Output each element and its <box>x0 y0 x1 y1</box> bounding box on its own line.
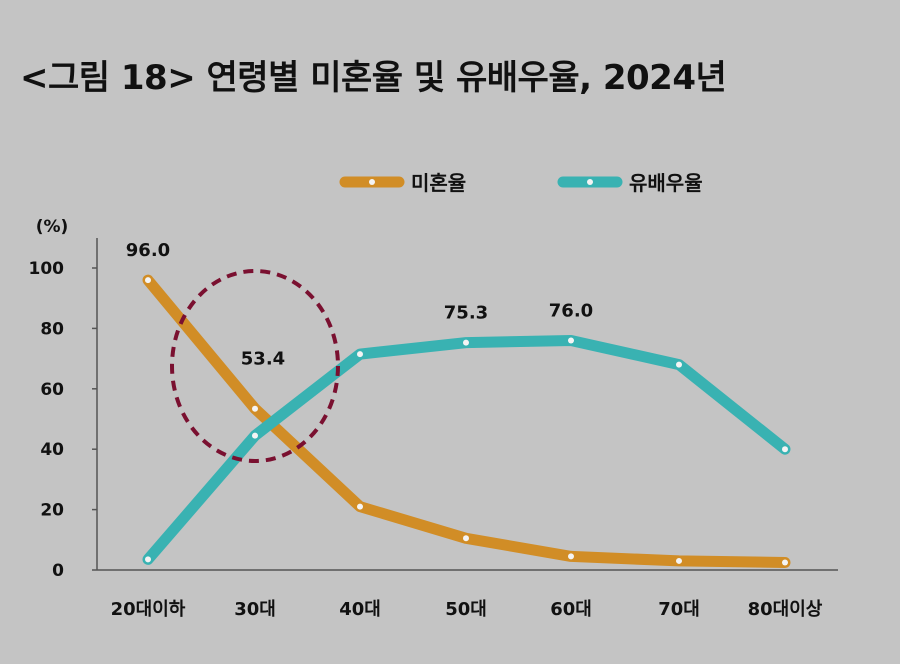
chart-title: <그림 18> 연령별 미혼율 및 유배우율, 2024년 <box>20 58 727 98</box>
y-axis-unit-label: (%) <box>36 217 69 237</box>
legend-marker-1 <box>369 179 375 185</box>
y-tick-label: 20 <box>40 501 64 521</box>
y-tick-label: 60 <box>40 380 64 400</box>
series-1-point <box>252 405 258 412</box>
series-2-point <box>676 361 682 368</box>
series-1-point <box>145 277 151 284</box>
x-tick-label: 80대이상 <box>748 599 823 620</box>
x-tick-label: 50대 <box>445 599 487 620</box>
series-line-2 <box>142 335 791 565</box>
y-tick-label: 40 <box>40 440 64 460</box>
data-label: 96.0 <box>126 240 170 261</box>
y-tick-label: 100 <box>29 259 65 279</box>
series-1-point <box>782 559 788 566</box>
series-2-point <box>463 339 469 346</box>
data-label: 76.0 <box>549 300 593 321</box>
series-1-point <box>357 503 363 510</box>
series-2-point <box>782 446 788 453</box>
series-2-point <box>252 432 258 439</box>
data-label: 53.4 <box>241 349 285 370</box>
x-tick-label: 40대 <box>339 599 381 620</box>
x-tick-label: 70대 <box>658 599 700 620</box>
series-2-point <box>145 556 151 563</box>
highlight-ellipse <box>170 269 340 463</box>
x-tick-label: 60대 <box>550 599 592 620</box>
legend-label-2: 유배우율 <box>629 171 703 195</box>
legend-label-1: 미혼율 <box>411 171 466 195</box>
y-tick-label: 80 <box>40 319 64 339</box>
series-2-point <box>568 337 574 344</box>
series-2-point <box>357 351 363 358</box>
series-1-point <box>463 535 469 542</box>
series-1-point <box>676 557 682 564</box>
x-tick-label: 20대이하 <box>111 599 186 620</box>
x-tick-label: 30대 <box>234 599 276 620</box>
legend-marker-2 <box>587 179 593 185</box>
y-tick-label: 0 <box>52 561 64 581</box>
data-label: 75.3 <box>444 303 488 324</box>
series-1-point <box>568 553 574 560</box>
